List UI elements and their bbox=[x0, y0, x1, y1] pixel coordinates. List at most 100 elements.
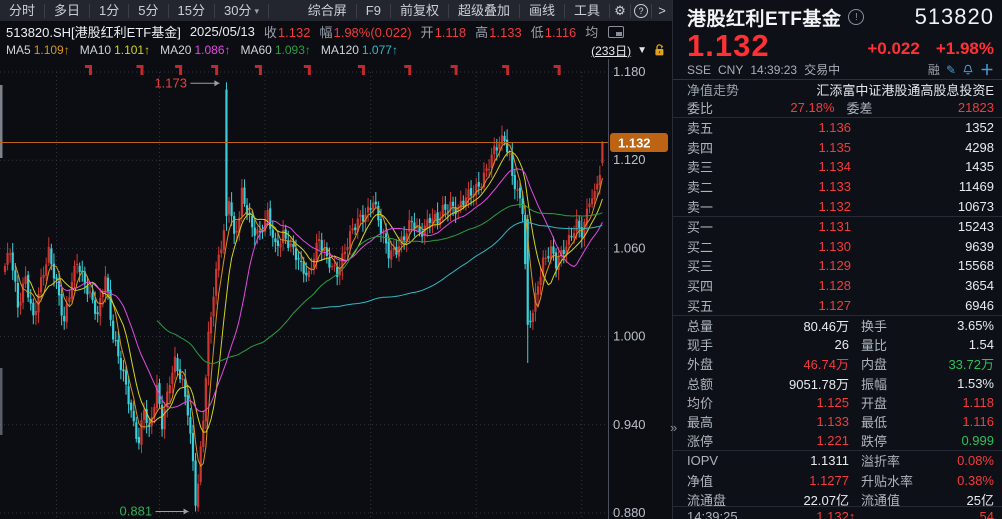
ma-legend-item: MA20 1.086↑ bbox=[160, 43, 231, 57]
quote-field: 均 bbox=[585, 24, 599, 40]
ask-row[interactable]: 卖一 1.132 10673 bbox=[687, 198, 994, 215]
unlock-icon[interactable] bbox=[653, 43, 666, 57]
tick-time: 14:39:25 bbox=[687, 509, 738, 519]
period-tab-4[interactable]: 5分 bbox=[129, 3, 169, 18]
svg-text:1.173: 1.173 bbox=[154, 75, 187, 90]
ma-legend-item: MA5 1.109↑ bbox=[6, 43, 70, 57]
period-tab-3[interactable]: 1分 bbox=[90, 3, 130, 18]
bid-row[interactable]: 买二 1.130 9639 bbox=[687, 238, 994, 255]
tool-menu: 综合屏 F9 前复权 超级叠加 画线 工具 bbox=[299, 3, 610, 18]
fund-name: 港股红利ETF基金 bbox=[687, 8, 842, 30]
nav-label: 净值走势 bbox=[687, 82, 740, 98]
bid-row[interactable]: 买五 1.127 6946 bbox=[687, 297, 994, 314]
quote-time: 14:39:23 bbox=[750, 62, 798, 77]
tool-menu-item-1[interactable]: 综合屏 bbox=[299, 3, 357, 18]
svg-text:1.180: 1.180 bbox=[613, 64, 646, 79]
bid-row[interactable]: 买四 1.128 3654 bbox=[687, 278, 994, 295]
pip-window-icon[interactable] bbox=[608, 26, 625, 38]
ask-row[interactable]: 卖二 1.133 11469 bbox=[687, 179, 994, 196]
ma-legend-item: MA60 1.093↑ bbox=[240, 43, 311, 57]
commission-ratio-row: 委比 27.18% 委差 21823 bbox=[673, 98, 1002, 117]
ma-legend-item: MA10 1.101↑ bbox=[79, 43, 151, 57]
tick-price: 1.132↑ bbox=[816, 509, 856, 519]
stat-row: 外盘 46.74万 内盘 33.72万 bbox=[687, 357, 994, 373]
edit-pencil-icon[interactable]: ✎ bbox=[945, 62, 956, 77]
svg-text:1.060: 1.060 bbox=[613, 240, 646, 255]
period-tab-1[interactable]: 分时 bbox=[0, 3, 46, 18]
quote-field: 幅1.98%(0.022) bbox=[319, 24, 412, 40]
ratio-value: 27.18% bbox=[790, 100, 835, 115]
period-tab-5[interactable]: 15分 bbox=[169, 3, 215, 18]
tool-menu-item-6[interactable]: 工具 bbox=[565, 3, 610, 18]
period-tab-2[interactable]: 多日 bbox=[45, 3, 91, 18]
divider bbox=[673, 314, 1002, 316]
ma-legend: MA5 1.109↑ MA10 1.101↑ MA20 1.086↑ MA60 1.093↑ M… bbox=[6, 43, 408, 57]
period-tab-6[interactable]: 30分 ▾ bbox=[215, 3, 269, 18]
chart-column: 分时 多日 1分 5分 15分 30分 ▾ 综合屏 F9 前复权 超级叠加 画线 工具 ⚙ ? > 5… bbox=[0, 0, 672, 519]
period-count-label[interactable]: (233日) bbox=[591, 43, 632, 58]
settings-gear-icon[interactable]: ⚙ bbox=[610, 3, 631, 18]
ask-row[interactable]: 卖三 1.134 1435 bbox=[687, 159, 994, 176]
svg-text:1.120: 1.120 bbox=[613, 152, 646, 167]
bid-row[interactable]: 买三 1.129 15568 bbox=[687, 258, 994, 275]
quote-summary-row: 513820.SH[港股红利ETF基金] 2025/05/13 收1.132 幅1… bbox=[0, 21, 672, 41]
exchange-label: SSE bbox=[687, 62, 712, 77]
ohlc-fields: 收1.132 幅1.98%(0.022) 开1.118 高1.133 低1.116 均 bbox=[264, 22, 599, 41]
period-toolbar: 分时 多日 1分 5分 15分 30分 ▾ 综合屏 F9 前复权 超级叠加 画线 工具 ⚙ ? > bbox=[0, 0, 672, 21]
last-price: 1.132 bbox=[687, 28, 770, 63]
symbol-label: 513820.SH[港股红利ETF基金] bbox=[6, 24, 181, 40]
chevron-right-icon[interactable]: > bbox=[658, 3, 666, 18]
price-change-pct: +1.98% bbox=[935, 39, 994, 58]
bid-row[interactable]: 买一 1.131 15243 bbox=[687, 219, 994, 236]
svg-text:0.940: 0.940 bbox=[613, 417, 646, 432]
divider bbox=[673, 215, 1002, 217]
nav-row[interactable]: 净值走势 汇添富中证港股通高股息投资E bbox=[673, 80, 1002, 98]
stat-row: 总额 9051.78万 振幅 1.53% bbox=[687, 375, 994, 392]
trading-status: 交易中 bbox=[804, 63, 841, 77]
diff-value: 21823 bbox=[957, 100, 994, 115]
divider bbox=[673, 79, 1002, 80]
ask-row[interactable]: 卖五 1.136 1352 bbox=[687, 120, 994, 137]
bid-levels: 买一 1.131 15243 买二 1.130 9639 买三 1.129 15568 买四 1.1… bbox=[673, 217, 1002, 315]
stat-row: 涨停 1.221 跌停 0.999 bbox=[687, 433, 994, 450]
margin-badge[interactable]: 融 bbox=[927, 63, 940, 77]
svg-text:0.881: 0.881 bbox=[120, 504, 153, 519]
quote-field: 低1.116 bbox=[530, 24, 577, 40]
period-tabs: 分时 多日 1分 5分 15分 30分 ▾ bbox=[0, 3, 269, 18]
fund-code: 513820 bbox=[914, 4, 994, 29]
tool-menu-item-5[interactable]: 画线 bbox=[520, 3, 565, 18]
divider bbox=[673, 450, 1002, 452]
alert-bell-icon[interactable] bbox=[962, 64, 974, 76]
stat-row: IOPV 1.1311 溢折率 0.08% bbox=[687, 453, 994, 470]
info-circle-icon[interactable]: ! bbox=[848, 9, 865, 25]
ratio-label: 委比 bbox=[687, 101, 714, 116]
tool-menu-item-3[interactable]: 前复权 bbox=[391, 3, 449, 18]
tick-row[interactable]: 14:39:25 1.132↑ 54 bbox=[673, 507, 1002, 519]
help-icon[interactable]: ? bbox=[631, 3, 652, 18]
add-plus-icon[interactable]: ＋ bbox=[980, 61, 994, 78]
stat-row: 净值 1.1277 升贴水率 0.38% bbox=[687, 472, 994, 489]
divider bbox=[673, 117, 1002, 118]
quote-field: 开1.118 bbox=[420, 24, 467, 40]
stat-row: 流通盘 22.07亿 流通值 25亿 bbox=[687, 492, 994, 508]
tool-menu-item-4[interactable]: 超级叠加 bbox=[449, 3, 520, 18]
svg-text:1.132: 1.132 bbox=[618, 136, 651, 151]
dropdown-caret-icon: ▾ bbox=[254, 5, 259, 16]
stat-row: 均价 1.125 开盘 1.118 bbox=[687, 394, 994, 411]
svg-text:1.000: 1.000 bbox=[613, 329, 646, 344]
ask-levels: 卖五 1.136 1352 卖四 1.135 4298 卖三 1.134 1435 卖二 1.133… bbox=[673, 118, 1002, 216]
stat-row: 总量 80.46万 换手 3.65% bbox=[687, 318, 994, 335]
ma-legend-row: MA5 1.109↑ MA10 1.101↑ MA20 1.086↑ MA60 1.093↑ M… bbox=[0, 41, 672, 59]
collapse-triangle-icon[interactable]: ▼ bbox=[637, 44, 647, 56]
stat-row: 现手 26 量比 1.54 bbox=[687, 337, 994, 354]
svg-text:0.880: 0.880 bbox=[613, 505, 646, 519]
candlestick-chart-area[interactable]: 1.180 1.120 1.060 1.000 0.940 0.880 1.132 1.173… bbox=[0, 59, 672, 519]
quote-field: 收1.132 bbox=[263, 24, 311, 40]
candlestick-chart[interactable]: 1.180 1.120 1.060 1.000 0.940 0.880 1.132 1.173… bbox=[0, 59, 672, 519]
tick-feed-clip: 14:39:25 1.132↑ 54 bbox=[673, 506, 1002, 519]
tool-menu-item-2[interactable]: F9 bbox=[357, 3, 391, 18]
ma-legend-item: MA120 1.077↑ bbox=[320, 43, 398, 57]
ask-row[interactable]: 卖四 1.135 4298 bbox=[687, 139, 994, 156]
panel-expander-icon[interactable]: » bbox=[670, 420, 678, 435]
